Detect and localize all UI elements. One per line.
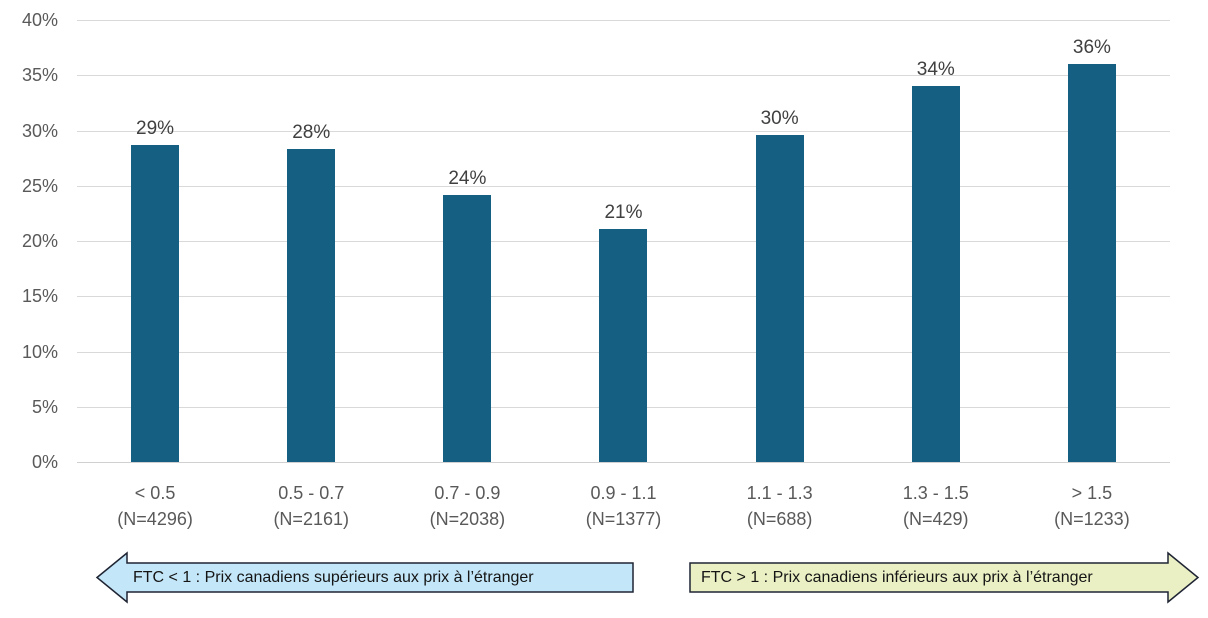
x-axis-category: < 0.5 (N=4296) — [77, 480, 233, 532]
category-sample-size-label: (N=1377) — [585, 509, 662, 529]
right-arrow-shape — [689, 551, 1200, 604]
category-sample-size-label: (N=429) — [903, 509, 969, 529]
gridline — [77, 130, 1170, 132]
y-axis-tick-label: 10% — [21, 341, 58, 362]
bar — [599, 228, 648, 462]
bar-value-label: 28% — [292, 122, 331, 144]
bar — [443, 194, 492, 462]
left-arrow-annotation: FTC < 1 : Prix canadiens supérieurs aux … — [95, 551, 635, 604]
bar-value-label: 21% — [604, 201, 643, 223]
y-axis-tick-label: 0% — [31, 452, 58, 472]
gridline — [77, 20, 1170, 21]
bar — [911, 86, 960, 462]
bar — [1067, 64, 1116, 462]
category-sample-size-label: (N=4296) — [117, 509, 193, 529]
x-axis-category: 0.9 - 1.1 (N=1377) — [545, 480, 701, 532]
category-range-label: 0.5 - 0.7 — [278, 483, 345, 503]
bar-slot: 30% — [702, 20, 858, 462]
bar-value-label: 29% — [136, 117, 175, 139]
bar-slot: 24% — [389, 20, 545, 462]
category-range-label: < 0.5 — [134, 483, 176, 503]
y-axis-tick-label: 30% — [21, 120, 58, 141]
x-axis-category: 0.5 - 0.7 (N=2161) — [233, 480, 389, 532]
y-axis-tick-label: 35% — [21, 65, 58, 86]
bars-row: 29% 28% 24% 21% 30% 34% 36% — [77, 20, 1170, 462]
left-arrow-label: FTC < 1 : Prix canadiens supérieurs aux … — [133, 568, 534, 586]
category-range-label: 1.1 - 1.3 — [746, 483, 813, 503]
right-arrow-annotation: FTC > 1 : Prix canadiens inférieurs aux … — [688, 551, 1200, 604]
x-axis-category: 0.7 - 0.9 (N=2038) — [389, 480, 545, 532]
x-axis-category: 1.3 - 1.5 (N=429) — [858, 480, 1014, 532]
y-axis-tick-label: 5% — [31, 396, 58, 417]
bar — [287, 149, 336, 462]
y-axis-tick-label: 20% — [21, 231, 58, 251]
category-range-label: > 1.5 — [1071, 483, 1113, 503]
bar-value-label: 30% — [760, 107, 799, 129]
category-sample-size-label: (N=1233) — [1054, 509, 1130, 529]
bar-slot: 36% — [1014, 20, 1170, 462]
gridline — [77, 75, 1170, 77]
right-arrow-label: FTC > 1 : Prix canadiens inférieurs aux … — [701, 568, 1093, 586]
bar — [755, 134, 804, 462]
right-arrow-icon — [689, 551, 1200, 604]
category-sample-size-label: (N=688) — [746, 509, 813, 529]
category-range-label: 0.7 - 0.9 — [434, 483, 501, 503]
category-range-label: 0.9 - 1.1 — [590, 483, 657, 503]
bar-slot: 34% — [858, 20, 1014, 462]
y-axis-tick-label: 15% — [21, 286, 58, 307]
category-sample-size-label: (N=2038) — [429, 509, 506, 529]
bar-value-label: 24% — [448, 167, 487, 189]
y-axis-tick-label: 40% — [21, 10, 58, 30]
bar-slot: 29% — [77, 20, 233, 462]
category-range-label: 1.3 - 1.5 — [902, 483, 969, 503]
y-axis: 40% 35% 30% 25% 20% 15% 10% 5% 0% — [0, 10, 58, 472]
y-axis-tick-label: 25% — [21, 175, 58, 196]
left-arrow-icon — [95, 551, 634, 604]
bar-slot: 21% — [545, 20, 701, 462]
gridline — [77, 462, 1170, 463]
x-axis-category: 1.1 - 1.3 (N=688) — [702, 480, 858, 532]
x-axis-category: > 1.5 (N=1233) — [1014, 480, 1170, 532]
bar-value-label: 34% — [916, 59, 955, 81]
gridline — [77, 185, 1170, 187]
bar-value-label: 36% — [1072, 37, 1111, 59]
x-axis: < 0.5 (N=4296) 0.5 - 0.7 (N=2161) 0.7 - 0.9 (… — [77, 480, 1170, 532]
bar-slot: 28% — [233, 20, 389, 462]
category-sample-size-label: (N=2161) — [273, 509, 349, 529]
bar — [131, 144, 180, 462]
left-arrow-shape — [95, 551, 634, 604]
plot-area: 29% 28% 24% 21% 30% 34% 36% — [77, 20, 1170, 463]
